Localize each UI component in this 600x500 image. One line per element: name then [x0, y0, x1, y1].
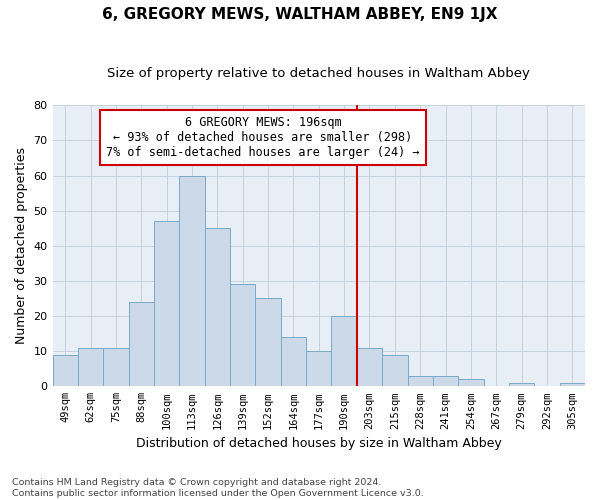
Bar — [230, 284, 256, 386]
X-axis label: Distribution of detached houses by size in Waltham Abbey: Distribution of detached houses by size … — [136, 437, 502, 450]
Bar — [281, 337, 306, 386]
Bar — [256, 298, 281, 386]
Bar — [458, 380, 484, 386]
Bar — [179, 176, 205, 386]
Bar — [78, 348, 103, 387]
Bar — [103, 348, 128, 387]
Bar — [331, 316, 357, 386]
Y-axis label: Number of detached properties: Number of detached properties — [15, 148, 28, 344]
Bar — [154, 221, 179, 386]
Bar — [53, 354, 78, 386]
Bar — [205, 228, 230, 386]
Text: 6 GREGORY MEWS: 196sqm
← 93% of detached houses are smaller (298)
7% of semi-det: 6 GREGORY MEWS: 196sqm ← 93% of detached… — [106, 116, 420, 159]
Bar — [357, 348, 382, 387]
Bar — [407, 376, 433, 386]
Bar — [306, 351, 331, 386]
Bar — [382, 354, 407, 386]
Bar — [433, 376, 458, 386]
Bar — [128, 302, 154, 386]
Text: Contains HM Land Registry data © Crown copyright and database right 2024.
Contai: Contains HM Land Registry data © Crown c… — [12, 478, 424, 498]
Text: 6, GREGORY MEWS, WALTHAM ABBEY, EN9 1JX: 6, GREGORY MEWS, WALTHAM ABBEY, EN9 1JX — [102, 8, 498, 22]
Bar — [560, 383, 585, 386]
Title: Size of property relative to detached houses in Waltham Abbey: Size of property relative to detached ho… — [107, 68, 530, 80]
Bar — [509, 383, 534, 386]
